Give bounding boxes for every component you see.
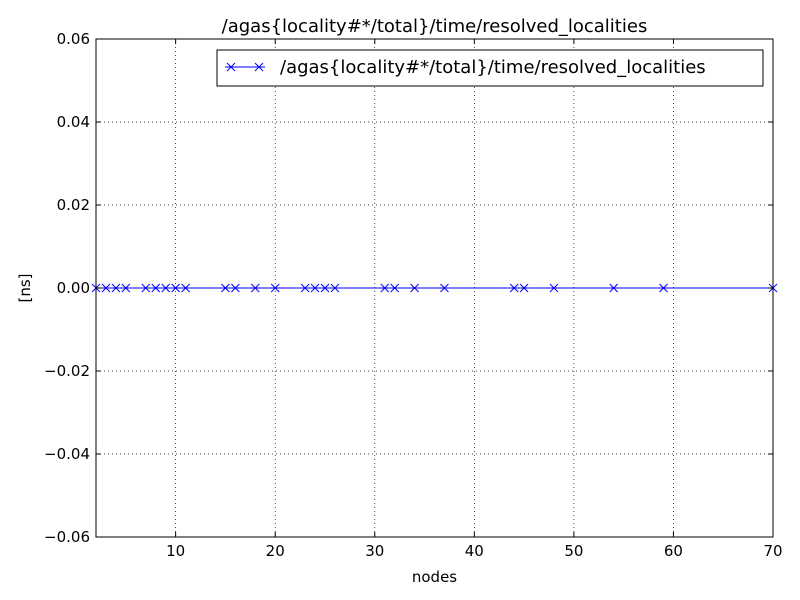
data-point-marker [231, 283, 240, 293]
data-point-marker [380, 283, 390, 293]
data-point-marker [549, 283, 559, 293]
data-point-marker [609, 283, 619, 293]
y-axis-label: [ns] [16, 273, 34, 302]
data-point-marker [171, 283, 181, 293]
data-point-marker [121, 283, 131, 293]
x-tick-label: 70 [763, 542, 782, 560]
x-tick-label: 40 [465, 542, 484, 560]
data-point-marker [310, 283, 320, 293]
data-point-marker [161, 283, 171, 293]
y-tick-label: −0.04 [44, 445, 90, 463]
data-point-marker [390, 283, 400, 293]
x-tick-label: 60 [664, 542, 683, 560]
data-point-marker [519, 283, 529, 293]
data-point-marker [151, 283, 161, 293]
data-point-marker [440, 283, 449, 293]
y-tick-label: 0.06 [57, 30, 90, 48]
y-tick-label: −0.02 [44, 362, 90, 380]
legend-marker-left [226, 62, 236, 72]
legend: /agas{locality#*/total}/time/resolved_lo… [216, 49, 764, 87]
y-tick-label: 0.04 [57, 113, 90, 131]
data-point-marker [250, 283, 260, 293]
data-point-marker [141, 283, 151, 293]
y-tick-label: 0.00 [57, 279, 90, 297]
legend-box [216, 49, 764, 87]
data-point-marker [300, 283, 310, 293]
data-point-marker [101, 283, 111, 293]
data-point-marker [659, 283, 668, 293]
y-tick-label: 0.02 [57, 196, 90, 214]
data-point-marker [181, 283, 190, 293]
data-point-marker [509, 283, 519, 293]
chart-title: /agas{locality#*/total}/time/resolved_lo… [222, 16, 648, 37]
x-tick-label: 10 [166, 542, 185, 560]
x-tick-label: 30 [365, 542, 384, 560]
axis-ticks: 10 20 30 40 50 60 70 −0.06 −0.04 −0.02 0.00 0.02 0.0… [44, 30, 783, 560]
series-layer [91, 283, 778, 293]
data-point-marker [410, 283, 419, 293]
data-point-marker [270, 283, 280, 293]
x-tick-label: 20 [266, 542, 285, 560]
legend-marker-right [254, 62, 264, 72]
x-axis-label: nodes [412, 568, 457, 586]
data-point-marker [221, 283, 230, 293]
legend-marker-x [226, 62, 264, 72]
legend-entry-label: /agas{locality#*/total}/time/resolved_lo… [280, 57, 706, 78]
data-point-marker [320, 283, 330, 293]
x-tick-label: 50 [564, 542, 583, 560]
y-tick-label: −0.06 [44, 528, 90, 546]
data-point-marker [111, 283, 121, 293]
data-point-marker [330, 283, 340, 293]
